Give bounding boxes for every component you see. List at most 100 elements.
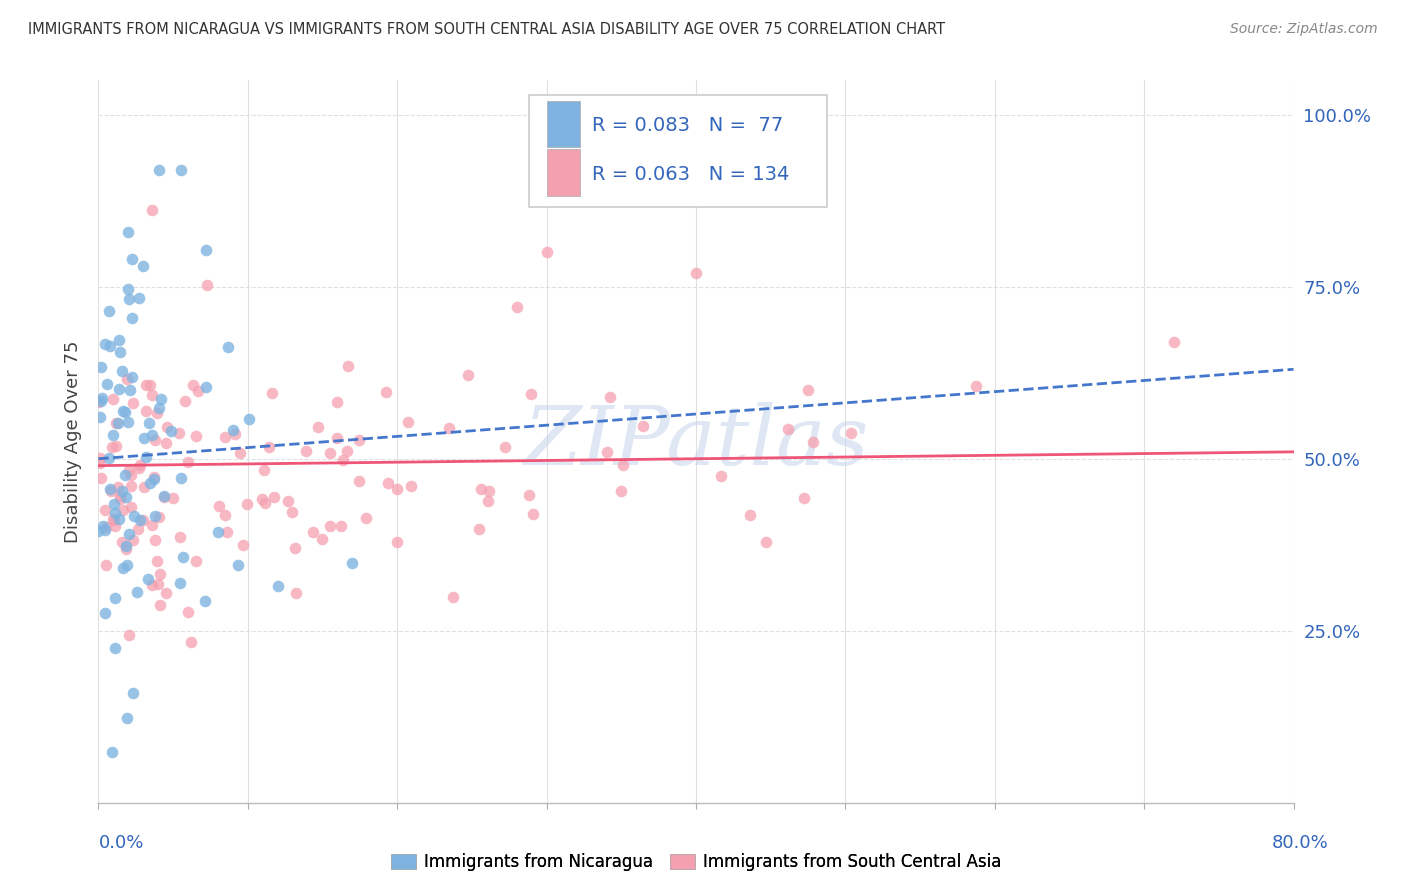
Point [94,606,117,620]
Point [90,392,112,406]
Point [374,384,396,399]
Point [162,491,184,505]
Point [478,483,501,498]
Point [132,480,155,494]
Point [135,450,157,464]
Point [141,427,163,442]
Point [710,469,733,483]
Point [214,430,236,444]
Point [100,483,122,498]
Point [755,534,778,549]
Point [167,425,190,440]
Point [121,310,143,325]
Point [128,291,150,305]
Point [177,455,200,469]
Point [207,525,229,540]
Point [195,278,218,293]
Point [118,527,141,541]
Point [91,518,114,533]
Point [477,494,499,508]
Point [100,483,122,497]
Point [610,483,633,498]
Point [184,553,207,567]
Point [336,359,359,373]
Point [180,635,202,649]
Point [307,419,329,434]
Point [104,507,127,521]
Point [187,384,209,398]
Point [142,472,165,486]
Point [101,512,124,526]
Point [494,440,516,454]
Point [129,458,152,472]
Point [136,572,159,586]
Point [457,368,479,382]
Point [387,534,409,549]
Point [232,537,254,551]
Point [155,586,177,600]
Point [122,686,145,700]
Point [101,427,124,442]
Point [631,419,654,434]
Point [117,225,139,239]
Point [217,340,239,354]
Point [149,598,172,612]
Point [89,451,111,466]
Point [183,377,205,392]
Point [143,433,166,447]
Point [143,533,166,547]
Point [134,377,156,392]
Text: R = 0.083   N =  77: R = 0.083 N = 77 [592,116,783,136]
Point [207,499,229,513]
Point [117,415,139,429]
Point [94,520,117,534]
Point [108,345,131,359]
Point [354,510,377,524]
Text: 0.0%: 0.0% [98,834,143,852]
Point [148,163,170,178]
Point [169,530,191,544]
Point [160,424,183,438]
Point [170,471,193,485]
Point [441,590,464,604]
Point [132,513,155,527]
Point [108,491,131,506]
Point [169,162,191,177]
Point [169,576,191,591]
Point [222,424,245,438]
Point [108,334,131,348]
Point [139,476,162,491]
Point [153,489,176,503]
Point [122,395,145,409]
Point [122,509,145,524]
Point [599,390,621,404]
Point [120,500,142,514]
Point [115,558,138,572]
Point [839,425,862,440]
Point [139,378,162,392]
Point [146,554,169,568]
Point [146,576,169,591]
Point [194,244,217,258]
Point [121,252,143,266]
Point [105,440,128,454]
Point [94,337,117,351]
Point [253,496,276,510]
Point [112,560,135,574]
Point [396,415,419,429]
Point [143,469,166,483]
Point [104,519,127,533]
Point [153,490,176,504]
Point [141,578,163,592]
Point [118,292,141,306]
Point [107,416,129,430]
Point [238,411,260,425]
Point [156,420,179,434]
Text: R = 0.063   N = 134: R = 0.063 N = 134 [592,165,789,184]
Point [117,282,139,296]
Point [127,523,149,537]
Point [115,541,138,556]
Point [107,480,129,494]
Point [141,202,163,217]
Point [115,539,138,553]
